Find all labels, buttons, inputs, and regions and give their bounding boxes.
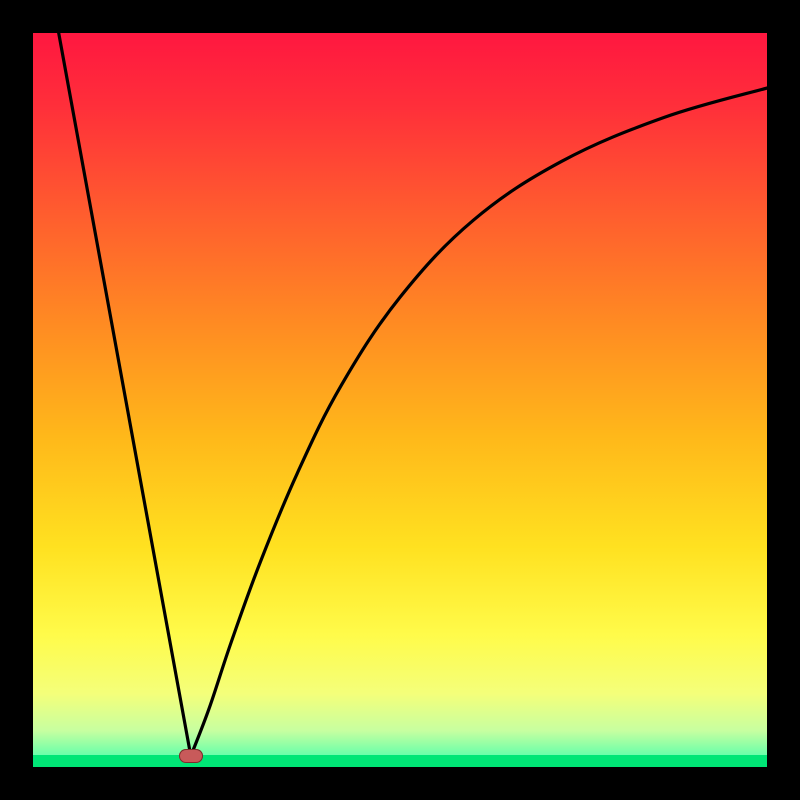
bottleneck-curve-path (59, 33, 767, 756)
optimal-marker (179, 749, 203, 763)
bottleneck-curve (33, 33, 767, 767)
watermark-text: TheBottleneck.com (543, 2, 786, 33)
root-container: TheBottleneck.com (0, 0, 800, 800)
plot-frame (33, 33, 767, 767)
